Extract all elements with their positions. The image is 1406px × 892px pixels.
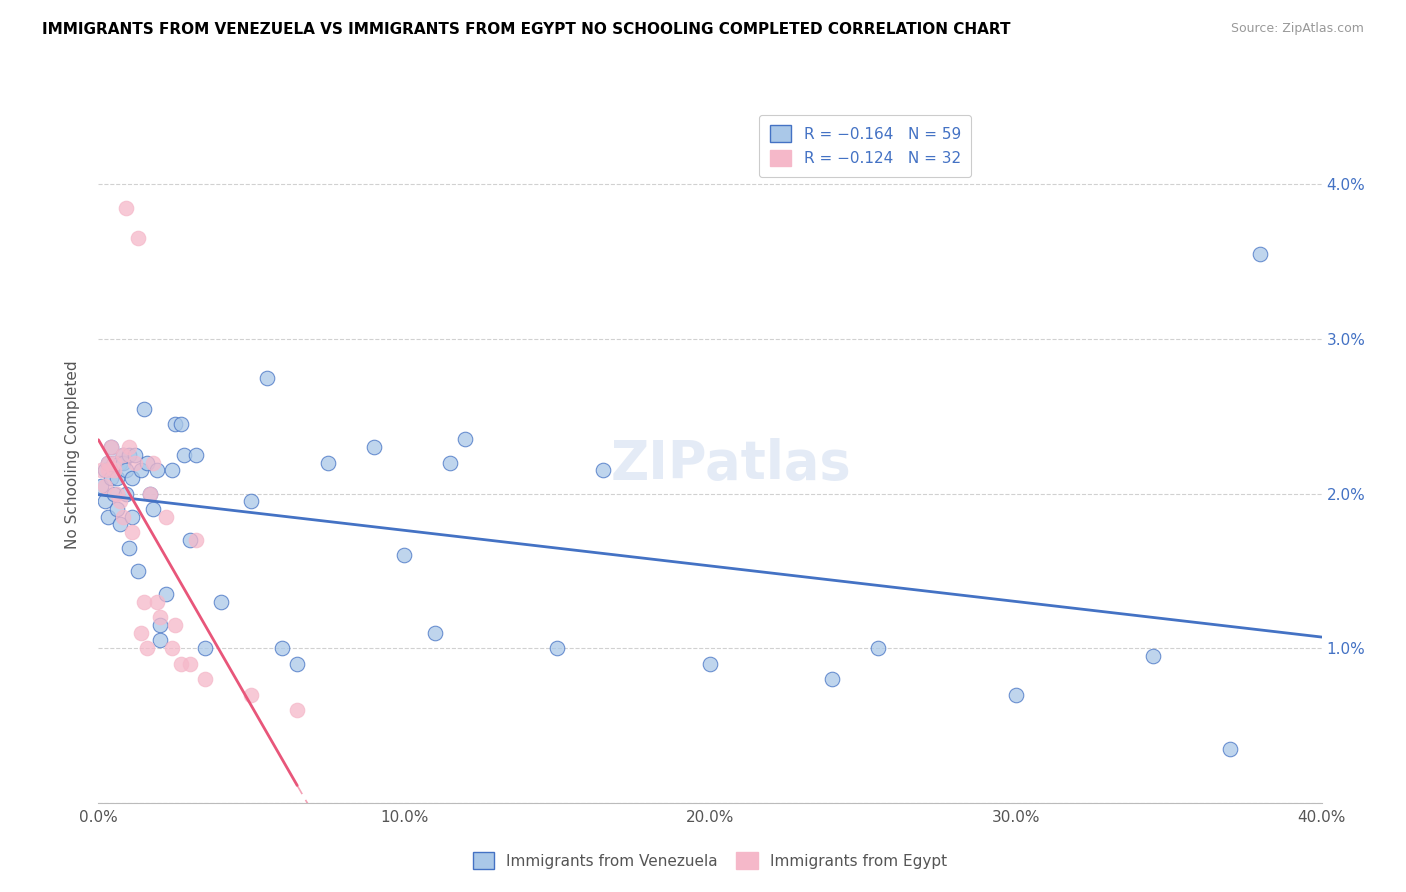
Point <box>316 456 339 470</box>
Point <box>105 502 128 516</box>
Point <box>129 625 152 640</box>
Point <box>103 456 125 470</box>
Point <box>285 703 308 717</box>
Point <box>124 448 146 462</box>
Point <box>134 595 156 609</box>
Point <box>160 463 183 477</box>
Point <box>103 463 125 477</box>
Point <box>240 494 263 508</box>
Point <box>256 370 278 384</box>
Point <box>90 479 112 493</box>
Point <box>240 688 263 702</box>
Point <box>121 471 143 485</box>
Point <box>111 448 134 462</box>
Point <box>108 456 131 470</box>
Point <box>124 456 146 470</box>
Point <box>170 417 193 431</box>
Point <box>363 440 385 454</box>
Point <box>100 471 122 485</box>
Point <box>136 641 159 656</box>
Point <box>699 657 721 671</box>
Point <box>186 448 208 462</box>
Legend: Immigrants from Venezuela, Immigrants from Egypt: Immigrants from Venezuela, Immigrants fr… <box>467 847 953 875</box>
Point <box>115 463 138 477</box>
Point <box>392 549 416 563</box>
Point <box>111 456 134 470</box>
Point <box>100 440 122 454</box>
Point <box>1249 247 1271 261</box>
Point <box>142 456 165 470</box>
Point <box>145 463 167 477</box>
Point <box>546 641 568 656</box>
Point <box>118 440 141 454</box>
Point <box>155 587 177 601</box>
Point <box>145 595 167 609</box>
Point <box>121 509 143 524</box>
Point <box>127 231 149 245</box>
Point <box>868 641 890 656</box>
Point <box>270 641 292 656</box>
Point <box>93 479 115 493</box>
Point <box>129 463 152 477</box>
Point <box>160 641 183 656</box>
Point <box>103 456 125 470</box>
Point <box>134 401 156 416</box>
Point <box>194 672 217 686</box>
Point <box>142 502 165 516</box>
Point <box>1142 648 1164 663</box>
Point <box>194 641 217 656</box>
Point <box>105 471 128 485</box>
Point <box>179 533 201 547</box>
Point <box>108 494 131 508</box>
Point <box>173 448 195 462</box>
Point <box>209 595 232 609</box>
Point <box>149 633 172 648</box>
Text: Source: ZipAtlas.com: Source: ZipAtlas.com <box>1230 22 1364 36</box>
Point <box>108 517 131 532</box>
Point <box>93 463 115 477</box>
Point <box>118 448 141 462</box>
Point <box>285 657 308 671</box>
Point <box>139 486 162 500</box>
Text: IMMIGRANTS FROM VENEZUELA VS IMMIGRANTS FROM EGYPT NO SCHOOLING COMPLETED CORREL: IMMIGRANTS FROM VENEZUELA VS IMMIGRANTS … <box>42 22 1011 37</box>
Point <box>1219 741 1241 756</box>
Point <box>97 456 120 470</box>
Point <box>103 486 125 500</box>
Point <box>127 564 149 578</box>
Point <box>454 433 477 447</box>
Point <box>97 509 120 524</box>
Point <box>121 525 143 540</box>
Point <box>821 672 844 686</box>
Point <box>111 448 134 462</box>
Point <box>592 463 614 477</box>
Point <box>90 463 112 477</box>
Text: ZIPatlas: ZIPatlas <box>610 438 852 490</box>
Point <box>118 541 141 555</box>
Point <box>163 417 186 431</box>
Point <box>115 201 138 215</box>
Point <box>1004 688 1026 702</box>
Point <box>136 456 159 470</box>
Point <box>105 486 128 500</box>
Point <box>149 610 172 624</box>
Point <box>100 440 122 454</box>
Point <box>186 533 208 547</box>
Point <box>149 618 172 632</box>
Point <box>170 657 193 671</box>
Point <box>97 456 120 470</box>
Point <box>111 509 134 524</box>
Point <box>155 509 177 524</box>
Point <box>93 494 115 508</box>
Point <box>139 486 162 500</box>
Point <box>115 486 138 500</box>
Y-axis label: No Schooling Completed: No Schooling Completed <box>65 360 80 549</box>
Point <box>439 456 461 470</box>
Point <box>179 657 201 671</box>
Point <box>163 618 186 632</box>
Point <box>423 625 446 640</box>
Point <box>97 463 120 477</box>
